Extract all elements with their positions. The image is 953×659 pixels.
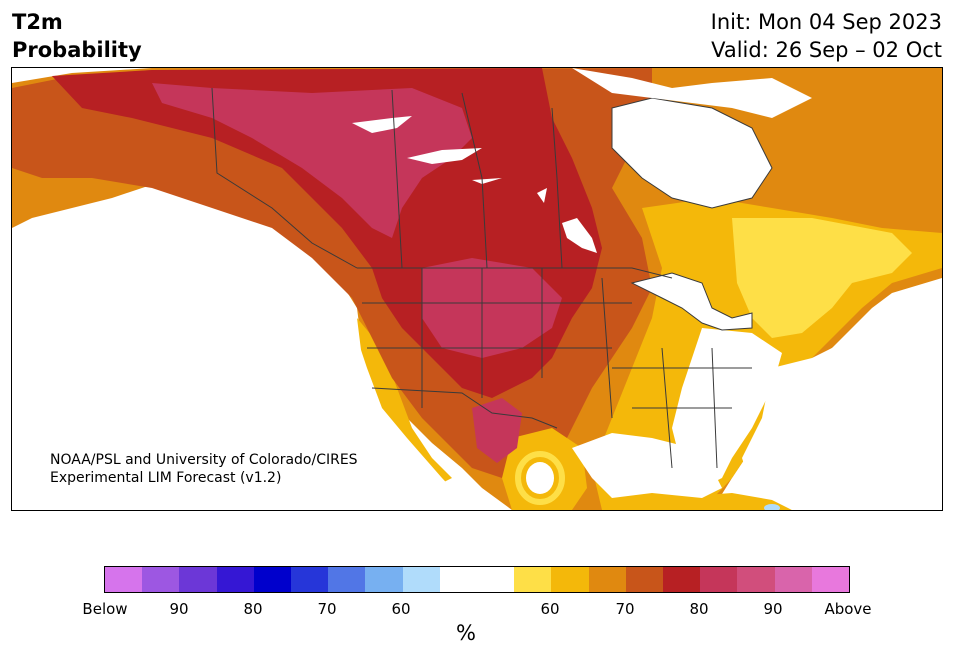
tick-below-60: 60 (391, 600, 411, 618)
init-date: Init: Mon 04 Sep 2023 (710, 10, 942, 34)
colorbar-swatch (439, 567, 478, 592)
colorbar-swatch (811, 567, 850, 592)
colorbar-swatch (514, 567, 552, 592)
colorbar-swatch (663, 567, 701, 592)
credit-line-1-text: NOAA/PSL and University of Colorado/CIRE… (50, 452, 358, 468)
colorbar-swatch (700, 567, 738, 592)
colorbar-unit: % (456, 621, 476, 645)
tick-below: Below (82, 600, 128, 618)
colorbar-swatch (737, 567, 775, 592)
map-panel: NOAA/PSL and University of Colorado/CIRE… (11, 67, 943, 511)
region-yellow-ne (732, 218, 912, 338)
probability-shading (12, 68, 942, 510)
colorbar (104, 566, 850, 593)
colorbar-swatch (142, 567, 180, 592)
title-line-1: T2m (12, 10, 63, 34)
lake-great-bear (352, 116, 412, 133)
region-light-blue-island (764, 504, 780, 510)
region-mexico-yellow (515, 451, 565, 505)
colorbar-swatch (588, 567, 626, 592)
region-gold-coast (357, 318, 452, 488)
colorbar-swatch (625, 567, 664, 592)
colorbar-swatch (179, 567, 217, 592)
lake-winnipeg (562, 218, 597, 253)
region-crimson-west (422, 258, 562, 358)
region-caribbean (652, 493, 792, 510)
arctic-water (572, 68, 812, 118)
lake-athabasca (472, 178, 502, 184)
lake-reindeer (537, 188, 547, 203)
region-mexico-white (526, 462, 554, 494)
forecast-dates: Init: Mon 04 Sep 2023 Valid: 26 Sep – 02… (711, 8, 942, 64)
political-borders (211, 87, 752, 469)
probability-map: NOAA/PSL and University of Colorado/CIRE… (12, 68, 942, 510)
colorbar-swatch (253, 567, 292, 592)
atlantic-ocean (742, 298, 942, 510)
tick-above-60: 60 (540, 600, 560, 618)
colorbar-swatch (551, 567, 589, 592)
tick-below-80: 80 (243, 600, 263, 618)
title-line-2: Probability (12, 38, 142, 62)
colorbar-swatch (477, 567, 515, 592)
colorbar-swatch (105, 567, 143, 592)
map-title: T2m Probability (12, 8, 142, 64)
gulf-of-mexico (572, 433, 722, 498)
tick-below-90: 90 (169, 600, 189, 618)
lake-great-slave (407, 148, 482, 164)
tick-above-80: 80 (689, 600, 709, 618)
colorbar-swatch (291, 567, 329, 592)
colorbar-swatch (774, 567, 812, 592)
hudson-bay (611, 97, 773, 209)
tick-above-90: 90 (763, 600, 783, 618)
tick-above: Above (824, 600, 872, 618)
region-crimson-south (472, 398, 522, 463)
tick-below-70: 70 (317, 600, 337, 618)
tick-above-70: 70 (615, 600, 635, 618)
colorbar-swatch (216, 567, 254, 592)
valid-range: Valid: 26 Sep – 02 Oct (711, 38, 942, 62)
credit-line-2-text: Experimental LIM Forecast (v1.2) (50, 470, 281, 486)
pacific-ocean (12, 203, 472, 510)
great-lakes (630, 272, 753, 331)
colorbar-swatch (402, 567, 440, 592)
colorbar-swatch (328, 567, 366, 592)
colorbar-swatch (365, 567, 403, 592)
